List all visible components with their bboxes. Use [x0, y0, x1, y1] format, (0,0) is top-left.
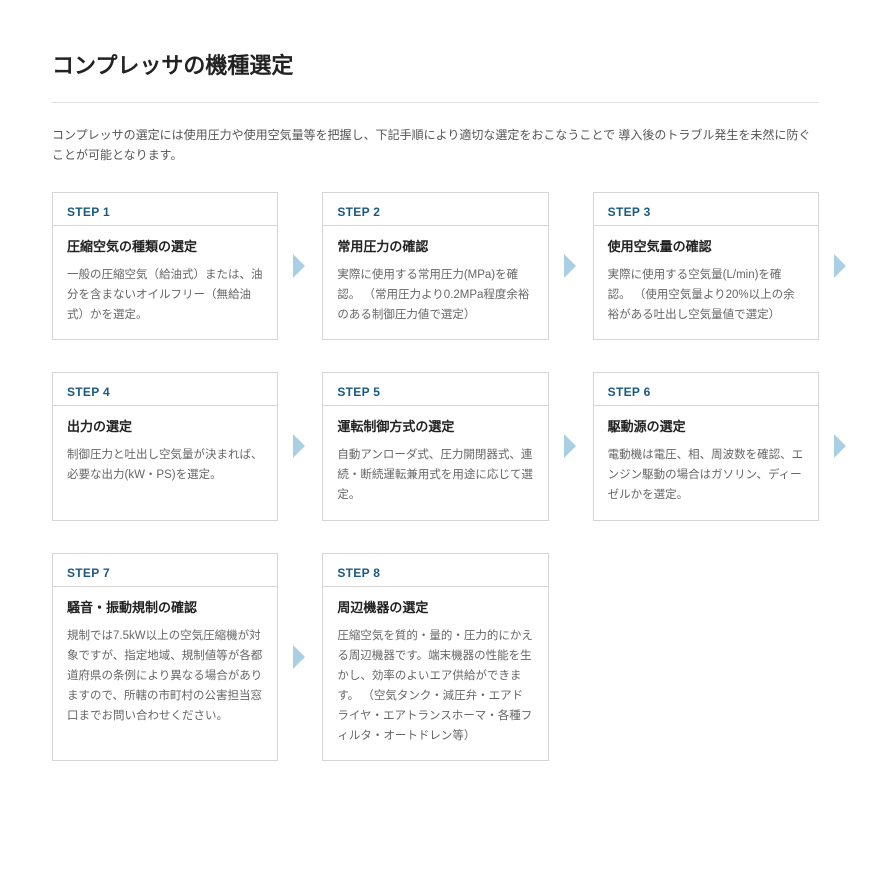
- step-rule: [594, 405, 818, 406]
- step-label: STEP 5: [337, 385, 533, 399]
- step-title: 常用圧力の確認: [337, 236, 533, 255]
- step-label: STEP 2: [337, 205, 533, 219]
- step-rule: [53, 586, 277, 587]
- step-rule: [323, 405, 547, 406]
- step-body: 自動アンローダ式、圧力開閉器式、連続・断続運転兼用式を用途に応じて選定。: [337, 445, 533, 505]
- step-card: STEP 8 周辺機器の選定 圧縮空気を質的・量的・圧力的にかえる周辺機器です。…: [322, 553, 548, 762]
- step-body: 電動機は電圧、相、周波数を確認、エンジン駆動の場合はガソリン、ディーゼルかを選定…: [608, 445, 804, 505]
- steps-grid: STEP 1 圧縮空気の種類の選定 一般の圧縮空気（給油式）または、油分を含まな…: [52, 192, 819, 762]
- step-card: STEP 2 常用圧力の確認 実際に使用する常用圧力(MPa)を確認。 （常用圧…: [322, 192, 548, 340]
- step-rule: [53, 225, 277, 226]
- step-title: 運転制御方式の選定: [337, 416, 533, 435]
- step-card: STEP 6 駆動源の選定 電動機は電圧、相、周波数を確認、エンジン駆動の場合は…: [593, 372, 819, 520]
- arrow-right-icon: [834, 434, 846, 458]
- title-divider: [52, 102, 819, 103]
- step-rule: [53, 405, 277, 406]
- step-body: 圧縮空気を質的・量的・圧力的にかえる周辺機器です。端末機器の性能を生かし、効率の…: [337, 626, 533, 747]
- step-label: STEP 6: [608, 385, 804, 399]
- step-title: 騒音・振動規制の確認: [67, 597, 263, 616]
- step-rule: [323, 586, 547, 587]
- step-rule: [594, 225, 818, 226]
- step-title: 駆動源の選定: [608, 416, 804, 435]
- arrow-right-icon: [293, 254, 305, 278]
- step-label: STEP 3: [608, 205, 804, 219]
- arrow-right-icon: [293, 645, 305, 669]
- step-card: STEP 5 運転制御方式の選定 自動アンローダ式、圧力開閉器式、連続・断続運転…: [322, 372, 548, 520]
- step-label: STEP 8: [337, 566, 533, 580]
- step-label: STEP 4: [67, 385, 263, 399]
- step-label: STEP 7: [67, 566, 263, 580]
- step-title: 周辺機器の選定: [337, 597, 533, 616]
- arrow-right-icon: [834, 254, 846, 278]
- step-title: 圧縮空気の種類の選定: [67, 236, 263, 255]
- step-body: 制御圧力と吐出し空気量が決まれば、必要な出力(kW・PS)を選定。: [67, 445, 263, 485]
- step-title: 出力の選定: [67, 416, 263, 435]
- step-rule: [323, 225, 547, 226]
- step-card: STEP 7 騒音・振動規制の確認 規制では7.5kW以上の空気圧縮機が対象です…: [52, 553, 278, 762]
- step-body: 実際に使用する常用圧力(MPa)を確認。 （常用圧力より0.2MPa程度余裕のあ…: [337, 265, 533, 325]
- step-title: 使用空気量の確認: [608, 236, 804, 255]
- arrow-right-icon: [564, 254, 576, 278]
- step-card: STEP 1 圧縮空気の種類の選定 一般の圧縮空気（給油式）または、油分を含まな…: [52, 192, 278, 340]
- page-title: コンプレッサの機種選定: [52, 48, 819, 80]
- arrow-right-icon: [293, 434, 305, 458]
- arrow-right-icon: [564, 434, 576, 458]
- step-card: STEP 3 使用空気量の確認 実際に使用する空気量(L/min)を確認。 （使…: [593, 192, 819, 340]
- step-body: 実際に使用する空気量(L/min)を確認。 （使用空気量より20%以上の余裕があ…: [608, 265, 804, 325]
- step-card: STEP 4 出力の選定 制御圧力と吐出し空気量が決まれば、必要な出力(kW・P…: [52, 372, 278, 520]
- step-body: 一般の圧縮空気（給油式）または、油分を含まないオイルフリー（無給油式）かを選定。: [67, 265, 263, 325]
- intro-text: コンプレッサの選定には使用圧力や使用空気量等を把握し、下記手順により適切な選定を…: [52, 125, 819, 166]
- step-body: 規制では7.5kW以上の空気圧縮機が対象ですが、指定地域、規制値等が各都道府県の…: [67, 626, 263, 727]
- step-label: STEP 1: [67, 205, 263, 219]
